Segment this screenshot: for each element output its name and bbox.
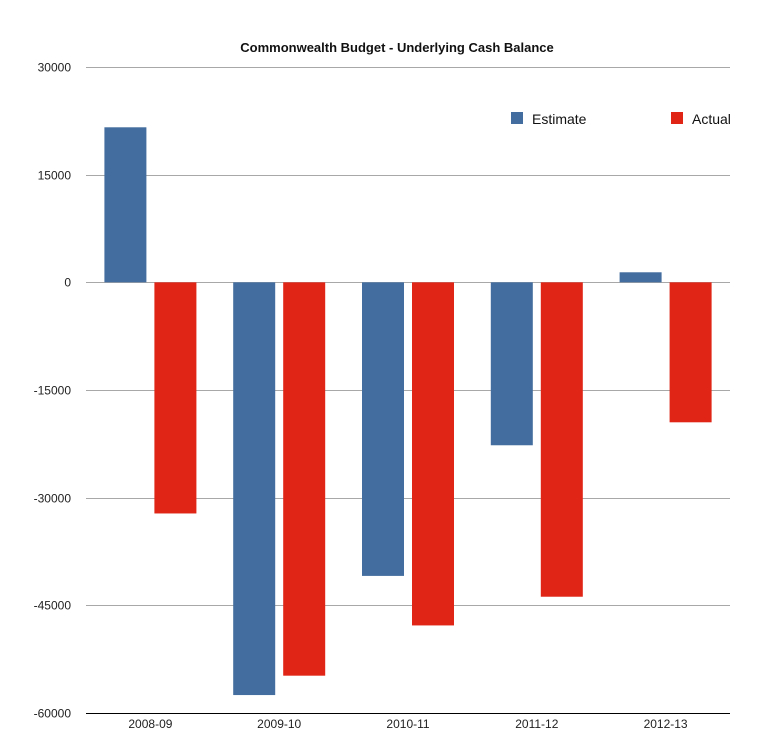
chart-title: Commonwealth Budget - Underlying Cash Ba… — [240, 40, 554, 55]
y-tick-label: -30000 — [34, 492, 72, 506]
bar-estimate-2008-09 — [104, 127, 147, 283]
y-tick-label: 0 — [64, 276, 71, 290]
bar-actual-2012-13 — [669, 282, 712, 423]
bar-actual-2011-12 — [540, 282, 583, 597]
legend-swatch-actual — [671, 112, 683, 124]
y-tick-label: 30000 — [38, 61, 72, 75]
legend-label-estimate: Estimate — [532, 111, 587, 127]
bar-estimate-2010-11 — [362, 282, 404, 576]
x-axis-ticks: 2008-09 2009-10 2010-11 2011-12 2012-13 — [128, 717, 688, 731]
bar-actual-2009-10 — [283, 282, 326, 676]
y-tick-label: -60000 — [34, 707, 72, 721]
y-tick-label: -15000 — [34, 384, 72, 398]
x-tick-label: 2008-09 — [128, 717, 172, 731]
bar-actual-2010-11 — [412, 282, 454, 626]
x-tick-label: 2010-11 — [386, 717, 429, 731]
legend-swatch-estimate — [511, 112, 523, 124]
bar-estimate-2011-12 — [490, 282, 533, 446]
bar-estimate-2012-13 — [619, 272, 662, 283]
legend-label-actual: Actual — [692, 111, 731, 127]
y-tick-label: 15000 — [38, 169, 72, 183]
x-tick-label: 2009-10 — [257, 717, 301, 731]
y-tick-label: -45000 — [34, 599, 72, 613]
bars — [104, 127, 712, 696]
x-tick-label: 2011-12 — [515, 717, 558, 731]
bar-estimate-2009-10 — [233, 282, 276, 696]
y-axis-ticks: 30000 15000 0 -15000 -30000 -45000 -60000 — [34, 61, 72, 721]
x-tick-label: 2012-13 — [644, 717, 688, 731]
legend: Estimate Actual — [511, 111, 731, 127]
bar-actual-2008-09 — [154, 282, 197, 514]
